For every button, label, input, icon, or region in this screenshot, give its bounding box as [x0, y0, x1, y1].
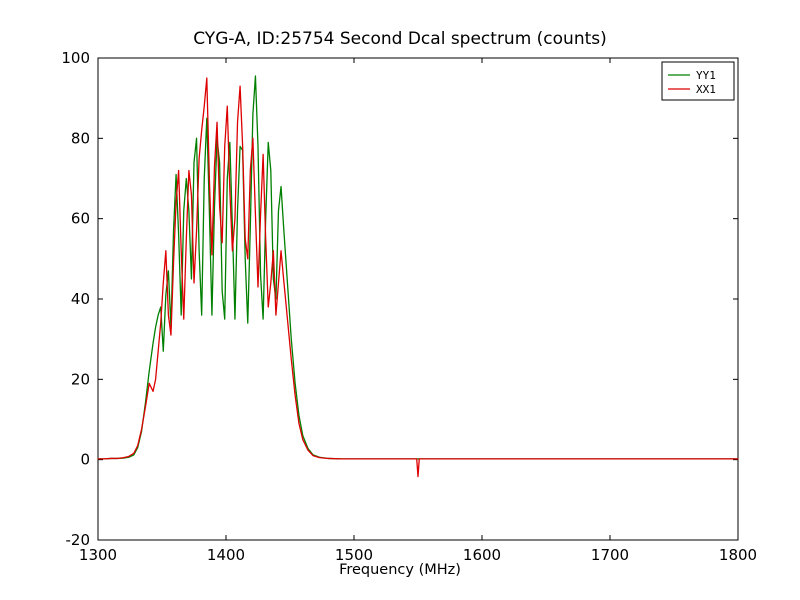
y-tick-label: 0 [80, 451, 90, 469]
y-axis-ticks: -20 0 20 40 60 80 100 [61, 49, 738, 549]
x-axis-ticks: 1300 1400 1500 1600 1700 1800 [79, 58, 757, 564]
x-tick-label: 1600 [463, 546, 501, 564]
y-tick-label: 80 [71, 129, 90, 147]
y-tick-label: 40 [71, 290, 90, 308]
y-tick-label: 20 [71, 370, 90, 388]
y-tick-label: -20 [66, 531, 91, 549]
chart-title: CYG-A, ID:25754 Second Dcal spectrum (co… [193, 29, 607, 49]
x-tick-label: 1800 [719, 546, 757, 564]
y-tick-label: 100 [61, 49, 90, 67]
x-axis-label: Frequency (MHz) [339, 562, 461, 578]
legend-label-xx1: XX1 [696, 83, 716, 96]
y-tick-label: 60 [71, 210, 90, 228]
x-tick-label: 1700 [591, 546, 629, 564]
x-tick-label: 1300 [79, 546, 117, 564]
x-tick-label: 1400 [207, 546, 245, 564]
series-line-xx1 [97, 77, 739, 478]
x-tick-label: 1500 [335, 546, 373, 564]
legend-label-yy1: YY1 [696, 69, 716, 82]
data-series-group [97, 75, 739, 478]
